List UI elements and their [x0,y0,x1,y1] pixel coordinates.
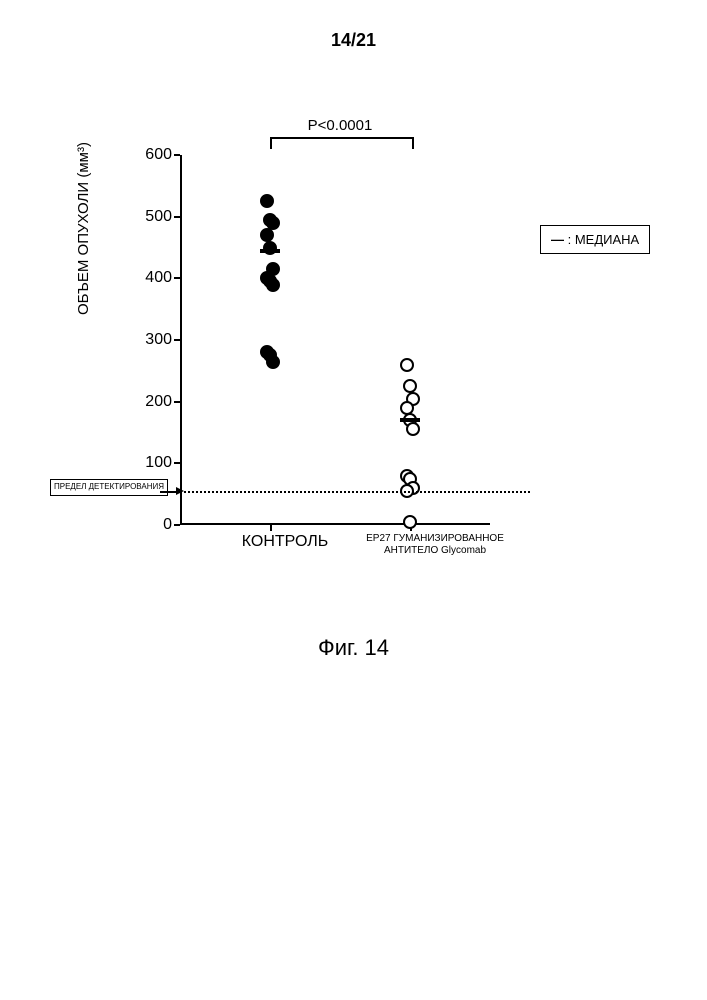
median-marker [400,418,420,422]
y-tick-label: 400 [145,269,172,287]
y-tick-label: 200 [145,393,172,411]
y-tick-label: 100 [145,454,172,472]
y-tick [174,401,180,403]
data-point [260,194,274,208]
y-tick-label: 0 [163,516,172,534]
y-tick [174,524,180,526]
y-axis-label: ОБЪЕМ ОПУХОЛИ (мм³) [75,142,92,315]
median-marker [260,249,280,253]
y-tick-label: 500 [145,208,172,226]
figure-caption: Фиг. 14 [0,635,707,661]
plot-area: 0100200300400500600 ПРЕДЕЛ ДЕТЕКТИРОВАНИ… [180,155,490,525]
data-point [406,422,420,436]
y-tick [174,339,180,341]
data-point [403,515,417,529]
data-point [400,358,414,372]
y-tick [174,154,180,156]
y-axis [180,155,182,525]
page-number: 14/21 [0,30,707,51]
data-point [266,278,280,292]
p-value: P<0.0001 [270,117,410,134]
x-category-control: КОНТРОЛЬ [215,533,355,551]
x-tick [270,525,272,531]
y-tick [174,277,180,279]
y-tick [174,462,180,464]
x-category-treated: EP27 ГУМАНИЗИРОВАННОЕ АНТИТЕЛО Glycomab [345,533,525,557]
legend-median-symbol: — [551,232,564,247]
arrowhead-icon [176,487,184,495]
data-point [266,355,280,369]
comparison-bracket [270,137,414,149]
x-axis [180,523,490,525]
y-tick-label: 300 [145,331,172,349]
detection-limit-label: ПРЕДЕЛ ДЕТЕКТИРОВАНИЯ [50,479,168,496]
detection-limit-line [180,491,530,493]
y-tick-label: 600 [145,146,172,164]
y-tick [174,216,180,218]
legend-median-label: МЕДИАНА [575,232,639,247]
legend: — : МЕДИАНА [540,225,650,254]
scatter-chart: ОБЪЕМ ОПУХОЛИ (мм³) 0100200300400500600 … [60,155,660,555]
